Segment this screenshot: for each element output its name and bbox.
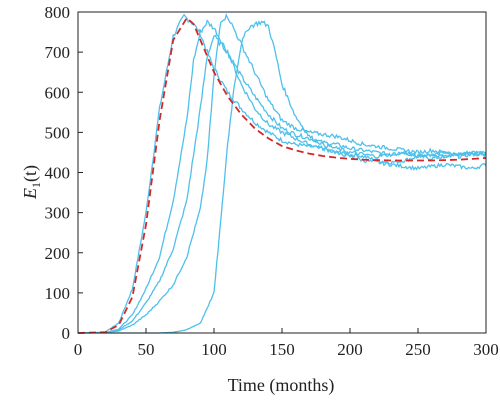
x-tick-label: 100 — [201, 340, 227, 359]
y-tick-label: 800 — [45, 3, 71, 22]
stochastic-series-line-5 — [78, 20, 486, 334]
x-tick-label: 150 — [269, 340, 295, 359]
y-tick-label: 500 — [45, 123, 71, 142]
stochastic-series-line-3 — [78, 34, 486, 334]
y-axis-label-tail: (t) — [20, 165, 41, 182]
stochastic-series-line-2 — [78, 19, 486, 334]
axes: 0 50 100 150 200 250 300 0 100 200 300 400 500 600 700… — [45, 3, 499, 359]
y-tick-label: 400 — [45, 164, 71, 183]
x-tick-label: 250 — [405, 340, 431, 359]
plot-area — [78, 12, 486, 334]
stochastic-series-line-4 — [78, 12, 486, 334]
x-tick-label: 0 — [74, 340, 83, 359]
x-tick-label: 50 — [138, 340, 155, 359]
y-tick-label: 700 — [45, 43, 71, 62]
x-axis-label: Time (months) — [228, 375, 335, 396]
y-axis-label: E1(t) — [20, 165, 43, 200]
stochastic-series-line-1 — [78, 13, 486, 334]
y-axis-label-main: E — [20, 188, 40, 200]
y-tick-label: 600 — [45, 83, 71, 102]
y-tick-label: 200 — [45, 244, 71, 263]
deterministic-series-line — [78, 16, 486, 334]
plot-frame — [77, 11, 487, 334]
x-tick-label: 200 — [337, 340, 363, 359]
y-tick-label: 0 — [62, 324, 71, 343]
x-tick-label: 300 — [473, 340, 499, 359]
y-tick-label: 100 — [45, 284, 71, 303]
y-axis-label-sub: 1 — [29, 182, 43, 188]
y-tick-label: 300 — [45, 204, 71, 223]
